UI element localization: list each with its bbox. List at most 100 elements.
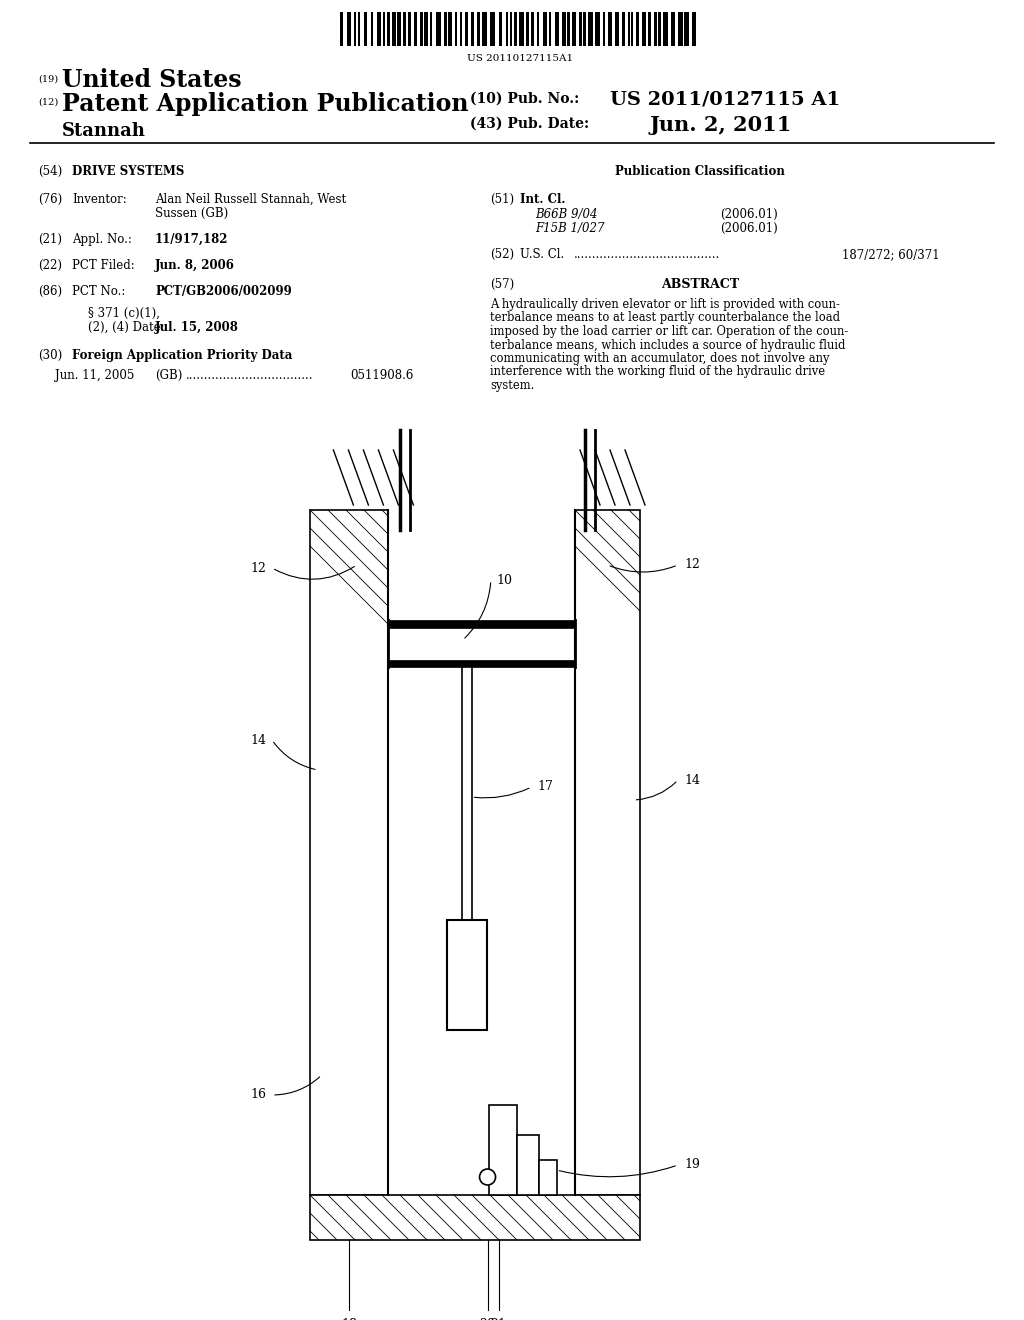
Bar xyxy=(377,12,381,46)
Text: 11/917,182: 11/917,182 xyxy=(155,234,228,246)
Bar xyxy=(631,12,633,46)
Bar xyxy=(636,12,639,46)
Bar xyxy=(471,12,474,46)
Text: Jun. 2, 2011: Jun. 2, 2011 xyxy=(650,115,793,135)
Text: imposed by the load carrier or lift car. Operation of the coun-: imposed by the load carrier or lift car.… xyxy=(490,325,848,338)
Text: PCT/GB2006/002099: PCT/GB2006/002099 xyxy=(155,285,292,298)
Bar xyxy=(543,12,548,46)
Bar xyxy=(408,12,411,46)
Text: (57): (57) xyxy=(490,279,514,290)
Text: ABSTRACT: ABSTRACT xyxy=(660,279,739,290)
Text: .......................................: ....................................... xyxy=(574,248,720,261)
Bar xyxy=(589,12,593,46)
Bar xyxy=(584,12,587,46)
Text: ..................................: .................................. xyxy=(186,370,313,381)
Text: (2), (4) Date:: (2), (4) Date: xyxy=(88,321,165,334)
Bar xyxy=(514,12,517,46)
Bar xyxy=(430,12,432,46)
Bar xyxy=(387,12,390,46)
Bar xyxy=(310,1195,640,1239)
Bar xyxy=(402,12,406,46)
Text: 12: 12 xyxy=(250,561,266,574)
Circle shape xyxy=(479,1170,496,1185)
Text: Appl. No.:: Appl. No.: xyxy=(72,234,132,246)
Bar xyxy=(364,12,368,46)
Text: (GB): (GB) xyxy=(155,370,182,381)
Text: (2006.01): (2006.01) xyxy=(720,222,778,235)
Text: (43) Pub. Date:: (43) Pub. Date: xyxy=(470,117,589,131)
Text: 12: 12 xyxy=(684,558,699,572)
Bar xyxy=(555,12,559,46)
Text: DRIVE SYSTEMS: DRIVE SYSTEMS xyxy=(72,165,184,178)
Text: 20: 20 xyxy=(479,1317,496,1320)
Text: Foreign Application Priority Data: Foreign Application Priority Data xyxy=(72,348,293,362)
Text: Jul. 15, 2008: Jul. 15, 2008 xyxy=(155,321,239,334)
Bar xyxy=(648,12,651,46)
Bar xyxy=(420,12,423,46)
Bar xyxy=(658,12,662,46)
Text: interference with the working fluid of the hydraulic drive: interference with the working fluid of t… xyxy=(490,366,825,379)
Bar xyxy=(415,12,417,46)
Text: U.S. Cl.: U.S. Cl. xyxy=(520,248,564,261)
Bar xyxy=(516,1135,539,1195)
Bar xyxy=(692,12,696,46)
Text: Jun. 11, 2005: Jun. 11, 2005 xyxy=(55,370,134,381)
Text: PCT No.:: PCT No.: xyxy=(72,285,125,298)
Text: (19): (19) xyxy=(38,75,58,84)
Bar xyxy=(628,12,630,46)
Bar xyxy=(519,12,523,46)
Text: 18: 18 xyxy=(341,1317,357,1320)
Bar xyxy=(371,12,373,46)
Bar xyxy=(571,12,577,46)
Text: 16: 16 xyxy=(250,1089,266,1101)
Text: PCT Filed:: PCT Filed: xyxy=(72,259,135,272)
Bar xyxy=(510,12,512,46)
Bar xyxy=(525,12,528,46)
Text: Jun. 8, 2006: Jun. 8, 2006 xyxy=(155,259,234,272)
Text: communicating with an accumulator, does not involve any: communicating with an accumulator, does … xyxy=(490,352,829,366)
Bar xyxy=(567,12,570,46)
Bar xyxy=(641,12,646,46)
Bar xyxy=(477,12,480,46)
Text: Alan Neil Russell Stannah, West: Alan Neil Russell Stannah, West xyxy=(155,193,346,206)
Text: terbalance means, which includes a source of hydraulic fluid: terbalance means, which includes a sourc… xyxy=(490,338,846,351)
Bar xyxy=(436,12,440,46)
Bar xyxy=(575,510,640,1195)
Text: (30): (30) xyxy=(38,348,62,362)
Bar xyxy=(654,12,657,46)
Bar xyxy=(562,12,566,46)
Text: (10) Pub. No.:: (10) Pub. No.: xyxy=(470,92,580,106)
Bar xyxy=(310,510,388,1195)
Bar xyxy=(602,12,605,46)
Bar xyxy=(455,12,457,46)
Bar xyxy=(608,12,612,46)
Text: A hydraulically driven elevator or lift is provided with coun-: A hydraulically driven elevator or lift … xyxy=(490,298,840,312)
Text: (54): (54) xyxy=(38,165,62,178)
Bar xyxy=(482,12,486,46)
Text: (51): (51) xyxy=(490,193,514,206)
Bar xyxy=(340,12,343,46)
Text: Patent Application Publication: Patent Application Publication xyxy=(62,92,469,116)
Text: 14: 14 xyxy=(684,774,700,787)
Text: 10: 10 xyxy=(497,573,513,586)
Text: (52): (52) xyxy=(490,248,514,261)
Text: B66B 9/04: B66B 9/04 xyxy=(535,209,597,220)
Bar xyxy=(383,12,385,46)
Bar xyxy=(499,12,503,46)
Bar xyxy=(531,12,534,46)
Text: Int. Cl.: Int. Cl. xyxy=(520,193,565,206)
Text: 0511908.6: 0511908.6 xyxy=(350,370,414,381)
Text: F15B 1/027: F15B 1/027 xyxy=(535,222,604,235)
Bar xyxy=(388,620,575,628)
Text: terbalance means to at least partly counterbalance the load: terbalance means to at least partly coun… xyxy=(490,312,840,325)
Bar xyxy=(425,12,428,46)
Bar xyxy=(462,667,471,920)
Text: (12): (12) xyxy=(38,98,58,107)
Text: (76): (76) xyxy=(38,193,62,206)
Bar xyxy=(397,12,401,46)
Text: United States: United States xyxy=(62,69,242,92)
Text: 14: 14 xyxy=(250,734,266,747)
Bar xyxy=(622,12,626,46)
Bar xyxy=(671,12,675,46)
Text: Stannah: Stannah xyxy=(62,121,145,140)
